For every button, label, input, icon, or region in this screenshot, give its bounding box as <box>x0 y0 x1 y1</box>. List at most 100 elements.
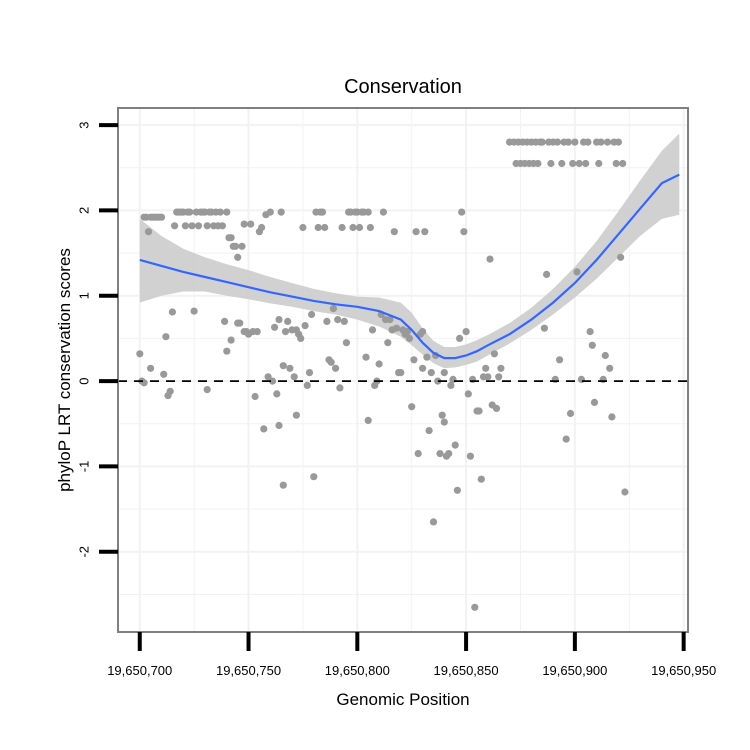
y-axis-title: phyloP LRT conservation scores <box>55 248 74 492</box>
data-point <box>477 475 485 483</box>
data-point <box>462 328 470 336</box>
data-point <box>301 322 309 330</box>
data-point <box>190 307 198 315</box>
data-point <box>305 369 314 377</box>
data-point <box>584 138 592 146</box>
data-point <box>368 326 377 334</box>
data-point <box>144 228 153 236</box>
data-point <box>366 223 374 232</box>
data-point <box>606 364 614 372</box>
data-point <box>162 333 170 341</box>
data-point <box>379 208 387 216</box>
data-point <box>458 208 466 216</box>
smooth-line-layer <box>139 173 680 360</box>
data-point <box>436 450 444 458</box>
data-point <box>277 208 285 216</box>
data-point <box>419 328 427 336</box>
data-point <box>571 138 579 146</box>
data-point <box>553 138 562 146</box>
data-point <box>482 364 490 372</box>
data-point <box>336 384 344 392</box>
data-point <box>597 138 605 146</box>
y-tick-label: -2 <box>76 546 91 558</box>
data-point <box>136 350 144 358</box>
data-point <box>612 159 620 168</box>
data-point <box>323 317 331 325</box>
data-point <box>466 452 474 460</box>
data-point <box>338 223 346 232</box>
data-point <box>292 411 300 419</box>
data-point <box>603 138 612 146</box>
data-point <box>617 253 625 261</box>
data-point <box>271 323 279 331</box>
data-point <box>253 328 261 336</box>
data-point <box>453 486 461 494</box>
data-point <box>216 208 224 216</box>
data-point <box>608 413 616 421</box>
chart-title: Conservation <box>344 76 462 98</box>
data-point <box>569 159 577 168</box>
data-point <box>171 222 179 230</box>
data-point <box>284 317 292 325</box>
data-point <box>423 353 431 361</box>
data-point <box>573 268 581 276</box>
y-axis-ticks: -2 -1 0 1 2 3 <box>76 121 118 558</box>
x-tick-label: 19,650,750 <box>216 663 281 678</box>
data-point <box>297 334 305 342</box>
data-point <box>386 316 394 324</box>
data-point <box>586 328 594 336</box>
data-point <box>147 364 155 372</box>
data-point <box>419 364 427 372</box>
data-point <box>601 351 609 360</box>
data-point <box>429 518 438 526</box>
data-point <box>614 138 623 146</box>
data-point <box>258 223 266 232</box>
data-point <box>588 341 596 349</box>
data-points <box>136 138 629 611</box>
data-point <box>414 450 422 458</box>
data-point <box>268 377 277 385</box>
data-point <box>403 328 411 336</box>
data-point <box>221 317 229 325</box>
data-point <box>392 324 401 332</box>
data-point <box>234 253 242 261</box>
data-point <box>475 407 483 415</box>
data-point <box>364 416 372 424</box>
y-tick-label: -1 <box>76 461 91 473</box>
data-point <box>534 159 542 168</box>
data-point <box>321 223 329 232</box>
data-point <box>218 222 226 230</box>
data-point <box>447 381 455 389</box>
data-point <box>434 377 442 385</box>
data-point <box>558 159 566 168</box>
data-point <box>484 373 492 381</box>
data-point <box>471 603 479 611</box>
data-point <box>329 305 337 313</box>
y-tick-label: 0 <box>76 377 91 384</box>
data-point <box>240 220 248 228</box>
data-point <box>308 310 316 319</box>
data-point <box>314 223 322 232</box>
data-point <box>273 390 281 398</box>
data-point <box>203 386 211 394</box>
data-point <box>486 255 494 263</box>
x-tick-label: 19,650,700 <box>107 663 172 678</box>
data-point <box>194 222 203 230</box>
data-point <box>547 159 555 168</box>
data-point <box>318 208 327 216</box>
data-point <box>375 360 383 368</box>
data-point <box>260 425 268 433</box>
data-point <box>251 392 259 401</box>
data-point <box>310 473 318 481</box>
data-point <box>247 220 255 228</box>
data-point <box>279 481 287 489</box>
data-point <box>186 208 194 216</box>
data-point <box>264 373 272 381</box>
data-point <box>166 387 174 395</box>
data-point <box>445 450 453 458</box>
data-point <box>327 358 335 366</box>
data-point <box>556 356 564 364</box>
data-point <box>425 427 433 435</box>
data-point <box>188 222 196 230</box>
data-point <box>223 208 231 216</box>
